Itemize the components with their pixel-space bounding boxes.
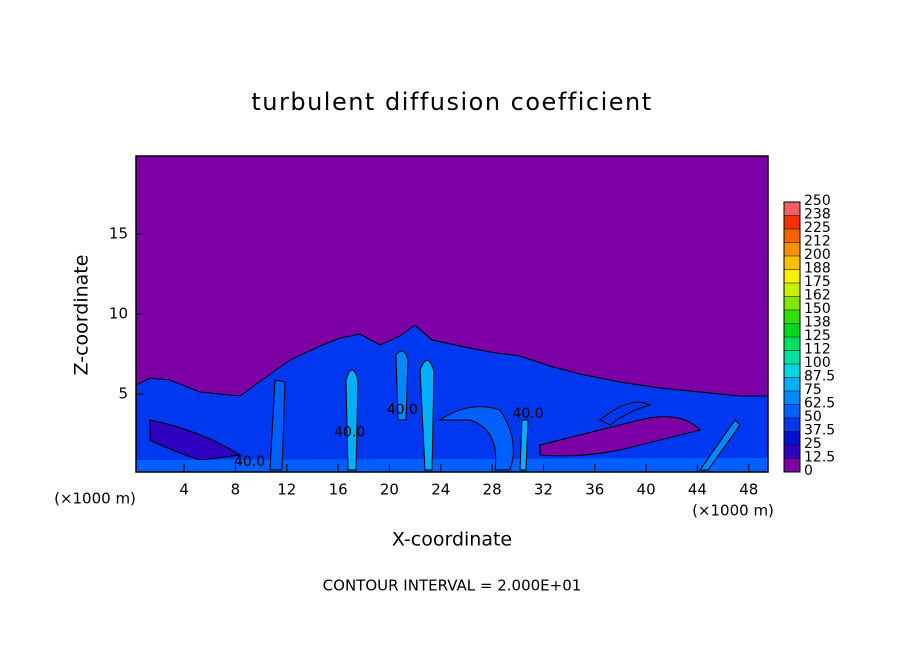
colorbar-segment bbox=[784, 323, 800, 337]
colorbar-label: 188 bbox=[804, 261, 831, 277]
colorbar-segment bbox=[784, 350, 800, 364]
colorbar-label: 212 bbox=[804, 234, 831, 250]
colorbar-segment bbox=[784, 202, 800, 216]
colorbar-label: 50 bbox=[804, 409, 822, 425]
colorbar-segment bbox=[784, 337, 800, 351]
colorbar-label: 175 bbox=[804, 274, 831, 290]
y-tick-label: 10 bbox=[109, 305, 128, 323]
y-tick-label: 15 bbox=[109, 225, 128, 243]
colorbar-label: 0 bbox=[804, 463, 813, 479]
colorbar-segment bbox=[784, 296, 800, 310]
colorbar-segment bbox=[784, 229, 800, 243]
colorbar-label: 125 bbox=[804, 328, 831, 344]
colorbar-segment bbox=[784, 310, 800, 324]
x-tick-label: 44 bbox=[688, 481, 707, 499]
colorbar-label: 12.5 bbox=[804, 450, 835, 466]
colorbar-label: 200 bbox=[804, 247, 831, 263]
contour-label: 40.0 bbox=[334, 424, 365, 440]
colorbar-label: 250 bbox=[804, 193, 831, 209]
contour-interval: CONTOUR INTERVAL = 2.000E+01 bbox=[323, 577, 582, 595]
x-tick-label: 8 bbox=[231, 481, 241, 499]
colorbar-label: 225 bbox=[804, 220, 831, 236]
x-tick-label: 40 bbox=[637, 481, 656, 499]
colorbar-label: 162 bbox=[804, 288, 831, 304]
x-tick-label: 28 bbox=[483, 481, 502, 499]
x-tick-label: 4 bbox=[179, 481, 189, 499]
colorbar-segment bbox=[784, 242, 800, 256]
x-unit: (×1000 m) bbox=[692, 502, 774, 520]
colorbar-label: 138 bbox=[804, 315, 831, 331]
colorbar-segment bbox=[784, 215, 800, 229]
x-unit: (×1000 m) bbox=[54, 490, 136, 508]
colorbar-segment bbox=[784, 269, 800, 283]
colorbar-label: 238 bbox=[804, 207, 831, 223]
x-tick-label: 32 bbox=[534, 481, 553, 499]
colorbar-label: 100 bbox=[804, 355, 831, 371]
colorbar-segment bbox=[784, 445, 800, 459]
contour-label: 40.0 bbox=[234, 454, 265, 470]
colorbar-segment bbox=[784, 377, 800, 391]
y-axis-label: Z-coordinate bbox=[71, 255, 93, 376]
colorbar-frame bbox=[783, 201, 801, 473]
colorbar-label: 75 bbox=[804, 382, 822, 398]
contour-label: 40.0 bbox=[387, 402, 418, 418]
y-tick-label: 5 bbox=[118, 385, 128, 403]
x-tick-label: 48 bbox=[739, 481, 758, 499]
colorbar-segment bbox=[784, 364, 800, 378]
x-tick-label: 12 bbox=[277, 481, 296, 499]
contour-label: 40.0 bbox=[512, 406, 543, 422]
colorbar-segment bbox=[784, 418, 800, 432]
x-tick-label: 20 bbox=[380, 481, 399, 499]
colorbar-label: 87.5 bbox=[804, 369, 835, 385]
colorbar-label: 25 bbox=[804, 436, 822, 452]
x-tick-label: 24 bbox=[431, 481, 450, 499]
colorbar-label: 62.5 bbox=[804, 396, 835, 412]
colorbar-segment bbox=[784, 391, 800, 405]
colorbar-label: 150 bbox=[804, 301, 831, 317]
colorbar-segment bbox=[784, 458, 800, 472]
x-tick-label: 36 bbox=[585, 481, 604, 499]
colorbar-segment bbox=[784, 431, 800, 445]
contour-field bbox=[135, 156, 769, 473]
colorbar-segment bbox=[784, 404, 800, 418]
x-axis-label: X-coordinate bbox=[392, 529, 512, 551]
colorbar-label: 37.5 bbox=[804, 423, 835, 439]
colorbar-segment bbox=[784, 256, 800, 270]
colorbar-label: 112 bbox=[804, 342, 831, 358]
x-tick-label: 16 bbox=[329, 481, 348, 499]
colorbar-segment bbox=[784, 283, 800, 297]
chart-title: turbulent diffusion coefficient bbox=[251, 88, 652, 116]
